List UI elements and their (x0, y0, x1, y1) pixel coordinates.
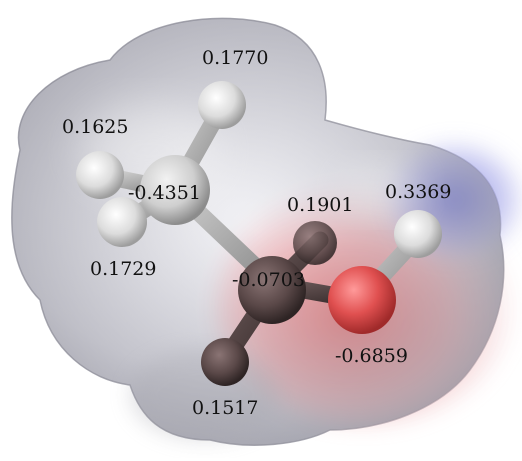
electron-density-surface (11, 17, 522, 446)
charge-label-h-hydroxyl: 0.3369 (385, 181, 451, 203)
charge-label-h-right-top: 0.1901 (287, 194, 353, 216)
charge-label-h-left: 0.1625 (62, 116, 128, 138)
charge-label-o-hydroxyl: -0.6859 (335, 345, 408, 367)
atom-hydrogen-bottom (201, 338, 249, 386)
charge-label-h-bottom: 0.1517 (192, 397, 258, 419)
atom-oxygen (328, 266, 396, 334)
atom-carbon-center (238, 256, 306, 324)
atom-hydrogen-top (198, 81, 246, 129)
atoms (76, 81, 442, 386)
atom-hydrogen-left (76, 151, 124, 199)
charge-labels: 0.1770 0.1625 -0.4351 0.1901 0.3369 0.17… (62, 47, 451, 419)
surface-highlight-2 (340, 165, 420, 215)
charge-label-c-center: -0.0703 (232, 269, 305, 291)
charge-label-h-top: 0.1770 (202, 47, 268, 69)
atom-hydrogen-lower-left (97, 197, 147, 247)
atom-carbon-methyl (140, 155, 210, 225)
charge-label-c-methyl: -0.4351 (128, 182, 201, 204)
charge-label-h-lower-left: 0.1729 (90, 258, 156, 280)
atom-hydrogen-right-top (293, 221, 337, 265)
atom-hydrogen-hydroxyl (394, 210, 442, 258)
